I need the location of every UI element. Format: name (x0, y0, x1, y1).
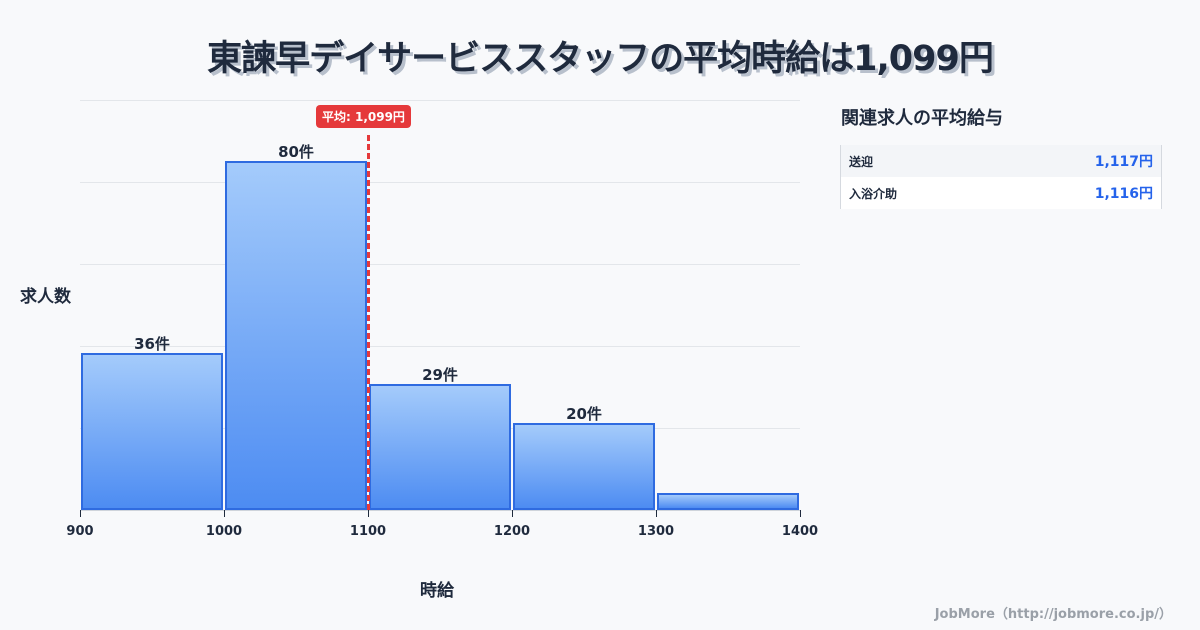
related-job-name: 入浴介助 (849, 186, 898, 201)
x-tick (224, 510, 225, 517)
bar-value-label: 29件 (422, 365, 458, 384)
x-tick-label: 900 (66, 524, 94, 539)
x-tick (368, 510, 369, 517)
related-jobs-title: 関連求人の平均給与 (841, 108, 1003, 129)
related-job-row[interactable]: 送迎 1,117円 (841, 145, 1161, 177)
x-tick-label: 1100 (349, 524, 387, 539)
bar-value-label: 80件 (278, 143, 314, 162)
histogram-bar[interactable] (657, 492, 799, 510)
histogram-bar[interactable] (225, 161, 367, 510)
x-tick-label: 1300 (637, 524, 675, 539)
gridline (80, 346, 800, 347)
related-job-wage: 1,116円 (1094, 186, 1153, 202)
x-axis-line (80, 510, 800, 511)
related-jobs-table: 送迎 1,117円 入浴介助 1,116円 (840, 145, 1162, 209)
footer-credit: JobMore（http://jobmore.co.jp/） (934, 607, 1172, 622)
x-tick-label: 1000 (205, 524, 243, 539)
x-tick (80, 510, 81, 517)
bar-value-label: 20件 (566, 404, 602, 423)
gridline (80, 182, 800, 183)
histogram-bar[interactable] (513, 422, 655, 510)
related-job-wage: 1,117円 (1094, 154, 1153, 170)
chart-plot-area: 36件 80件 29件 20件 (80, 100, 800, 510)
x-tick-label: 1200 (493, 524, 531, 539)
average-line (367, 135, 370, 510)
average-badge: 平均: 1,099円 (316, 105, 411, 128)
gridline (80, 100, 800, 101)
x-tick-label: 1400 (781, 524, 819, 539)
x-tick (800, 510, 801, 517)
related-job-name: 送迎 (849, 154, 874, 169)
related-job-row[interactable]: 入浴介助 1,116円 (841, 177, 1161, 209)
bar-value-label: 36件 (134, 334, 170, 353)
x-tick (656, 510, 657, 517)
x-tick (512, 510, 513, 517)
page-title: 東諫早デイサービススタッフの平均時給は1,099円 (207, 39, 994, 79)
histogram-bar[interactable] (369, 383, 511, 510)
x-axis-label: 時給 (420, 581, 454, 601)
y-axis-label: 求人数 (20, 287, 71, 307)
gridline (80, 264, 800, 265)
histogram-bar[interactable] (81, 352, 223, 510)
